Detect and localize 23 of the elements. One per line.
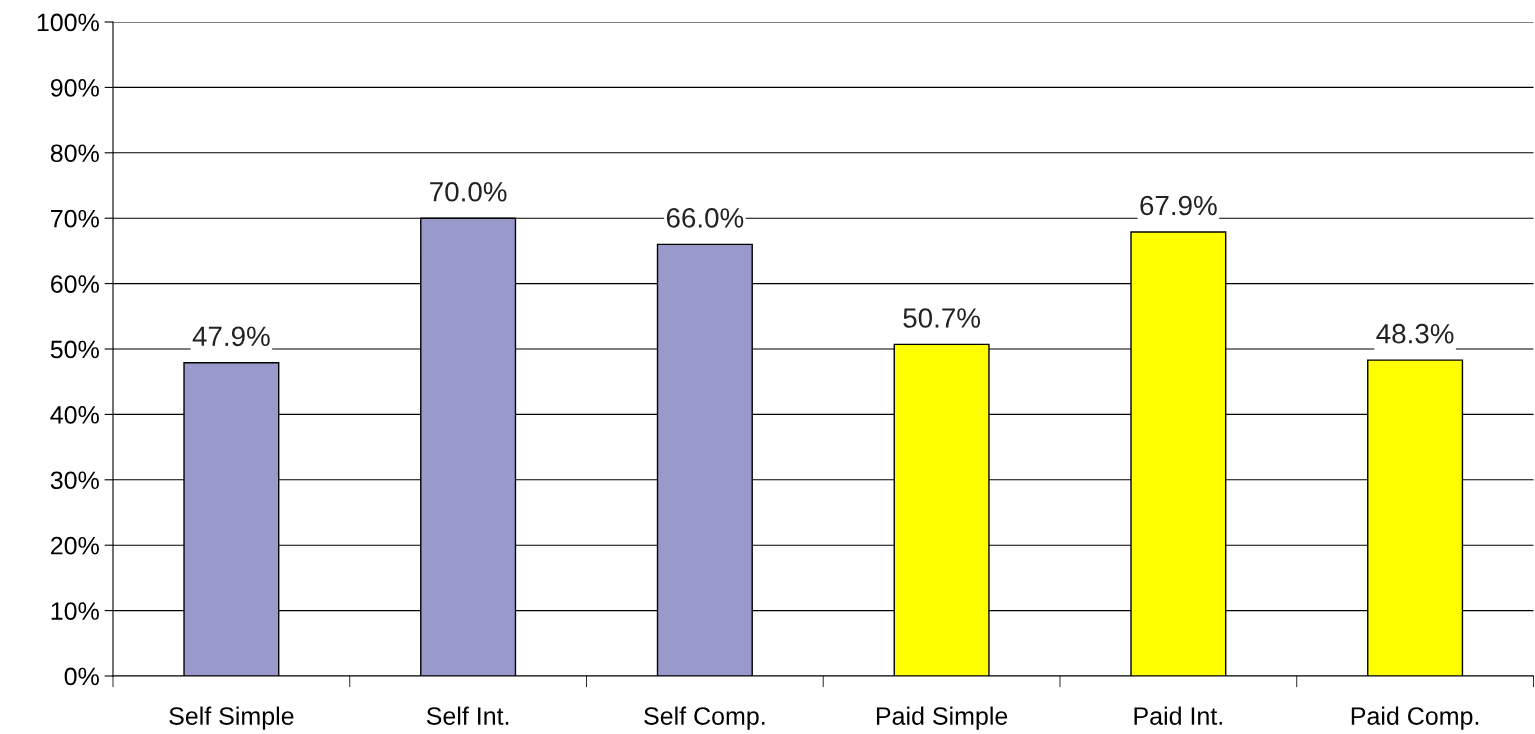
y-tick-label: 40% <box>50 406 99 424</box>
x-tick-label: Self Comp. <box>644 706 765 730</box>
y-tick-label: 0% <box>64 667 99 686</box>
data-label: 67.9% <box>1140 195 1217 216</box>
data-label: 50.7% <box>903 308 980 328</box>
y-tick-label: 20% <box>51 536 99 555</box>
y-tick-label: 60% <box>51 275 99 293</box>
y-tick-label: 10% <box>51 602 99 620</box>
y-tick-label: 80% <box>50 144 99 163</box>
x-tick-label: Paid Comp. <box>1351 706 1479 730</box>
x-tick-label: Paid Int. <box>1134 706 1222 725</box>
x-tick-label: Self Simple <box>169 706 294 730</box>
x-tick-label: Self Int. <box>426 706 509 725</box>
data-label: 66.0% <box>666 208 744 228</box>
y-tick-label: 100% <box>37 13 99 32</box>
y-tick-label: 90% <box>50 79 99 97</box>
y-tick-label: 70% <box>51 209 99 228</box>
y-tick-label: 50% <box>50 340 99 359</box>
y-tick-label: 30% <box>50 471 99 490</box>
data-label: 48.3% <box>1376 323 1454 344</box>
data-label: 70.0% <box>430 181 507 202</box>
x-tick-label: Paid Simple <box>876 706 1008 730</box>
data-label: 47.9% <box>192 326 270 347</box>
